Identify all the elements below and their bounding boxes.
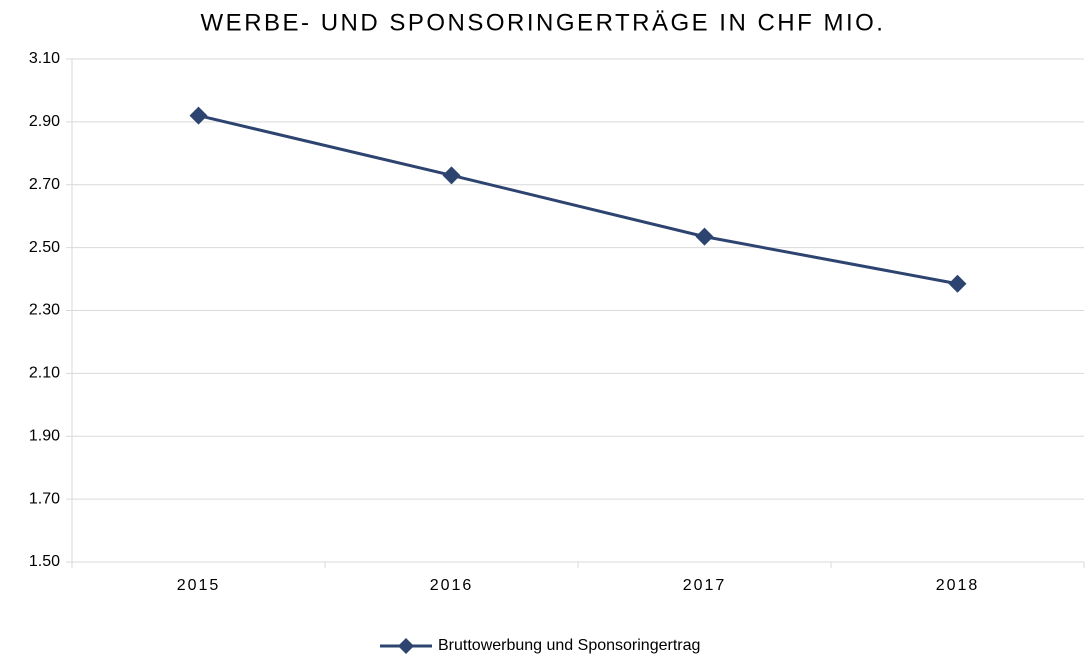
x-tick-label: 2015 [177, 577, 221, 594]
x-tick-label: 2018 [936, 577, 980, 594]
line [198, 114, 958, 286]
marker [948, 274, 967, 293]
legend-label: Bruttowerbung und Sponsoringertrag [438, 637, 700, 654]
y-tick-label: 2.50 [29, 239, 60, 256]
marker [695, 227, 714, 246]
y-tick-label: 3.10 [29, 50, 60, 67]
y-tick-label: 1.90 [29, 427, 60, 444]
x-tick-label: 2016 [430, 577, 474, 594]
x-tick-label: 2017 [683, 577, 727, 594]
marker [442, 166, 461, 185]
y-tick-label: 1.50 [29, 553, 60, 570]
legend-marker [398, 638, 414, 654]
y-tick-label: 2.30 [29, 302, 60, 319]
marker [189, 106, 208, 125]
chart-title: WERBE- UND SPONSORINGERTRÄGE IN CHF MIO. [201, 9, 886, 36]
y-tick-label: 1.70 [29, 490, 60, 507]
y-tick-label: 2.70 [29, 176, 60, 193]
y-tick-label: 2.10 [29, 365, 60, 382]
y-tick-label: 2.90 [29, 113, 60, 130]
